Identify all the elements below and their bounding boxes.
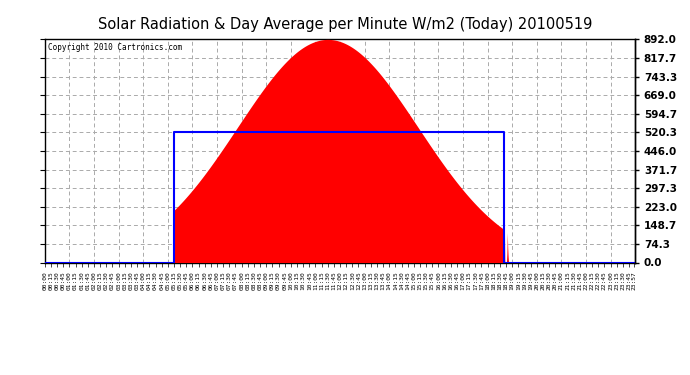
Text: Solar Radiation & Day Average per Minute W/m2 (Today) 20100519: Solar Radiation & Day Average per Minute… bbox=[98, 17, 592, 32]
Text: Copyright 2010 Cartronics.com: Copyright 2010 Cartronics.com bbox=[48, 43, 182, 52]
